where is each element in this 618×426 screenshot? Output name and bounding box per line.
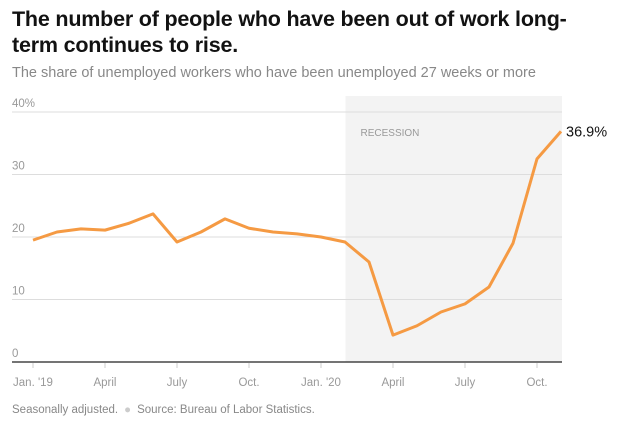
x-tick-label: Jan. '20 — [301, 377, 341, 389]
y-tick-label: 20 — [12, 223, 25, 235]
y-tick-label: 0 — [12, 348, 18, 360]
series-line — [32, 130, 563, 337]
separator-dot: ● — [124, 404, 132, 416]
recession-label: RECESSION — [361, 128, 420, 139]
chart-title: The number of people who have been out o… — [12, 7, 567, 57]
x-tick-label: Oct. — [238, 377, 259, 389]
x-tick-label: Jan. '19 — [13, 377, 53, 389]
x-tick-label: April — [381, 377, 404, 389]
line-chart: RECESSION 0 10 20 30 40% Jan. '19 April July Oc… — [12, 96, 607, 389]
x-tick-label: April — [93, 377, 116, 389]
y-tick-label: 10 — [12, 286, 25, 298]
y-tick-label: 40% — [12, 98, 35, 110]
footer-note: Seasonally adjusted. — [12, 404, 119, 416]
x-tick-label: Oct. — [526, 377, 547, 389]
x-tick-label: July — [455, 377, 476, 389]
recession-shading — [345, 96, 562, 362]
x-tick-label: July — [167, 377, 188, 389]
footer: Seasonally adjusted. ● Source: Bureau of L… — [12, 404, 315, 416]
y-tick-label: 30 — [12, 161, 25, 173]
footer-source: Source: Bureau of Labor Statistics. — [137, 404, 315, 416]
chart-subtitle: The share of unemployed workers who have… — [12, 65, 536, 81]
end-value-label: 36.9% — [566, 124, 607, 140]
